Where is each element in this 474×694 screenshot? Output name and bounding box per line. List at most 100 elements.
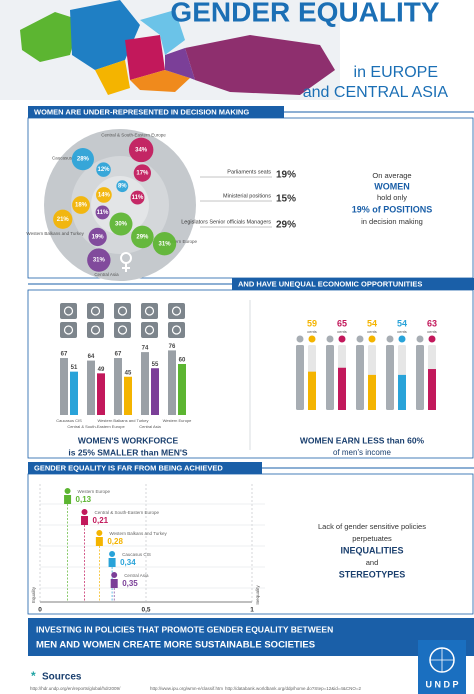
axis-label: Equality [31,586,36,603]
category-label: Central & South-Eastern Europe [67,424,125,429]
caption: WOMEN'S WORKFORCE [78,435,179,445]
subtitle: in EUROPE [354,64,438,81]
man-head [296,335,304,343]
category-label: Western Balkans and Turkey [109,531,167,536]
bubble [87,248,111,272]
bubble-label: 31% [93,258,106,264]
bar-value: 51 [71,365,78,371]
summary-text: in decision making [361,217,423,226]
caption: Lack of gender sensitive policies [318,522,426,531]
bar-value: 67 [115,352,122,358]
value-label: 0,13 [76,495,92,504]
x-tick-label: 0,5 [141,607,150,614]
value-label: 59 [307,318,317,328]
caption: and [366,558,379,567]
unit-label: cents [337,329,347,334]
value-label: 54 [397,318,407,328]
bar [87,360,95,415]
bubble-label: 11% [132,195,144,201]
bubble-label: 30% [115,222,128,228]
man-head [386,335,394,343]
bubble-label: 11% [97,210,109,216]
region-label: Central & South-Eastern Europe [101,132,166,137]
bar [168,350,176,415]
conclusion-text: MEN AND WOMEN CREATE MORE SUSTAINABLE SO… [36,640,315,651]
icon [168,303,185,319]
map-region [70,0,140,70]
logo-text: U N D P [425,679,458,689]
value-label: 0,34 [120,558,136,567]
banner-text: AND HAVE UNEQUAL ECONOMIC OPPORTUNITIES [238,279,422,288]
bubble-label: 18% [75,203,88,209]
man-head [326,335,334,343]
icon-glyph [90,306,101,316]
icon [114,303,131,319]
bar-value: 49 [98,367,105,373]
marker [64,488,72,504]
bubble [96,187,112,203]
source-link: http://www.ipu.org/wmn-e/classif.htm [150,686,223,691]
axis-label: Inequality [255,585,260,605]
bar-value: 76 [169,344,176,350]
x-tick-label: 0 [38,607,42,614]
value-label: 0,35 [122,579,138,588]
banner [28,462,262,474]
value-label: 63 [427,318,437,328]
caption: is 25% SMALLER than MEN'S [68,447,187,457]
bubble [131,225,154,249]
icon-glyph [90,325,101,335]
bubble [53,209,73,229]
map-region [20,12,80,62]
icon [87,303,104,319]
bubble-label: 31% [159,241,172,247]
region-label: Western Europe [165,239,198,244]
icon-glyph [117,306,128,316]
unit-label: cents [367,329,377,334]
icon-glyph [63,306,74,316]
woman-body [428,369,436,410]
bar [60,358,68,415]
category-label: Caucasus CIS [56,418,82,423]
star: * [31,669,36,683]
unit-label: cents [427,329,437,334]
marker [110,572,118,588]
bar [141,352,149,415]
marker [108,551,116,567]
bar [97,373,105,415]
bubble-label: 19% [92,235,105,241]
bubble-label: 14% [98,193,111,199]
average-label: 19% [276,170,296,181]
woman-head [428,335,436,343]
bubble [95,205,110,220]
summary-text: 19% of POSITIONS [352,204,433,214]
icon-glyph [144,306,155,316]
man-body [386,345,394,410]
caption: STEREOTYPES [339,569,406,579]
icon [87,322,104,338]
bar-value: 74 [142,346,149,352]
banner-text: GENDER EQUALITY IS FAR FROM BEING ACHIEV… [34,463,223,472]
woman-body [308,371,316,410]
icon-glyph [171,306,182,316]
unit-label: cents [307,329,317,334]
title: GENDER EQUALITY [170,0,439,27]
icon-glyph [63,325,74,335]
bar-value: 64 [88,354,95,360]
sources-title: Sources [42,672,82,683]
gender-symbol [120,252,132,272]
icon [168,322,185,338]
average-label: 15% [276,194,296,205]
category-label: Western Europe [163,418,193,423]
woman-body [398,374,406,410]
category-label: Central & South-Eastern Europe [95,510,160,515]
bar-value: 45 [125,370,132,376]
icon [60,322,77,338]
summary-text: hold only [377,193,407,202]
caption: of men's income [333,448,392,457]
bubble [128,137,154,163]
caption: WOMEN EARN LESS than 60% [300,435,425,445]
summary-text: On average [372,171,411,180]
icon [114,322,131,338]
bubble-label: 34% [135,147,148,153]
